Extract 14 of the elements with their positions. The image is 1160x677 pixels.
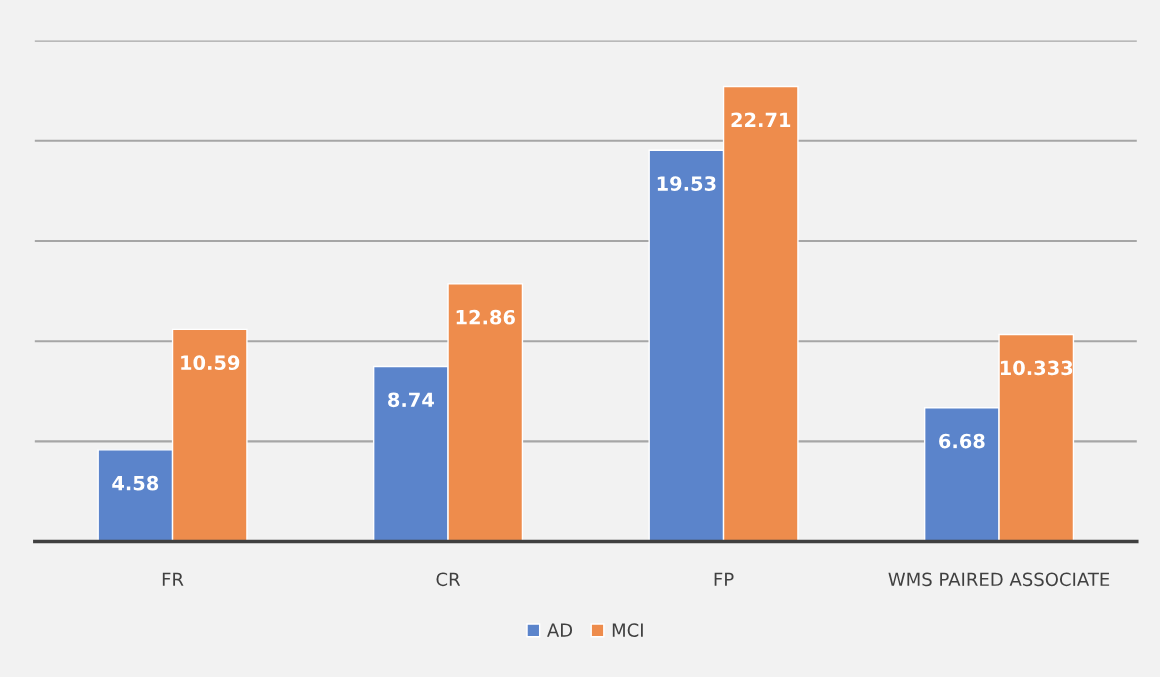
data-label: 10.333 — [1000, 360, 1073, 376]
x-tick-label: FP — [714, 572, 734, 586]
legend-label: AD — [547, 623, 573, 637]
x-tick-label: CR — [436, 572, 461, 587]
data-label: 22.71 — [731, 112, 791, 127]
data-label: 12.86 — [456, 309, 515, 325]
legend-label: MCI — [612, 623, 643, 637]
x-tick-label: WMS PAIRED ASSOCIATE — [888, 572, 1110, 587]
data-label: 4.58 — [112, 475, 159, 491]
x-tick-label: FR — [162, 572, 184, 586]
data-label: 6.68 — [939, 433, 985, 449]
data-label: 8.74 — [388, 392, 434, 408]
data-label: 10.59 — [181, 355, 240, 371]
data-label: 19.53 — [657, 176, 716, 191]
